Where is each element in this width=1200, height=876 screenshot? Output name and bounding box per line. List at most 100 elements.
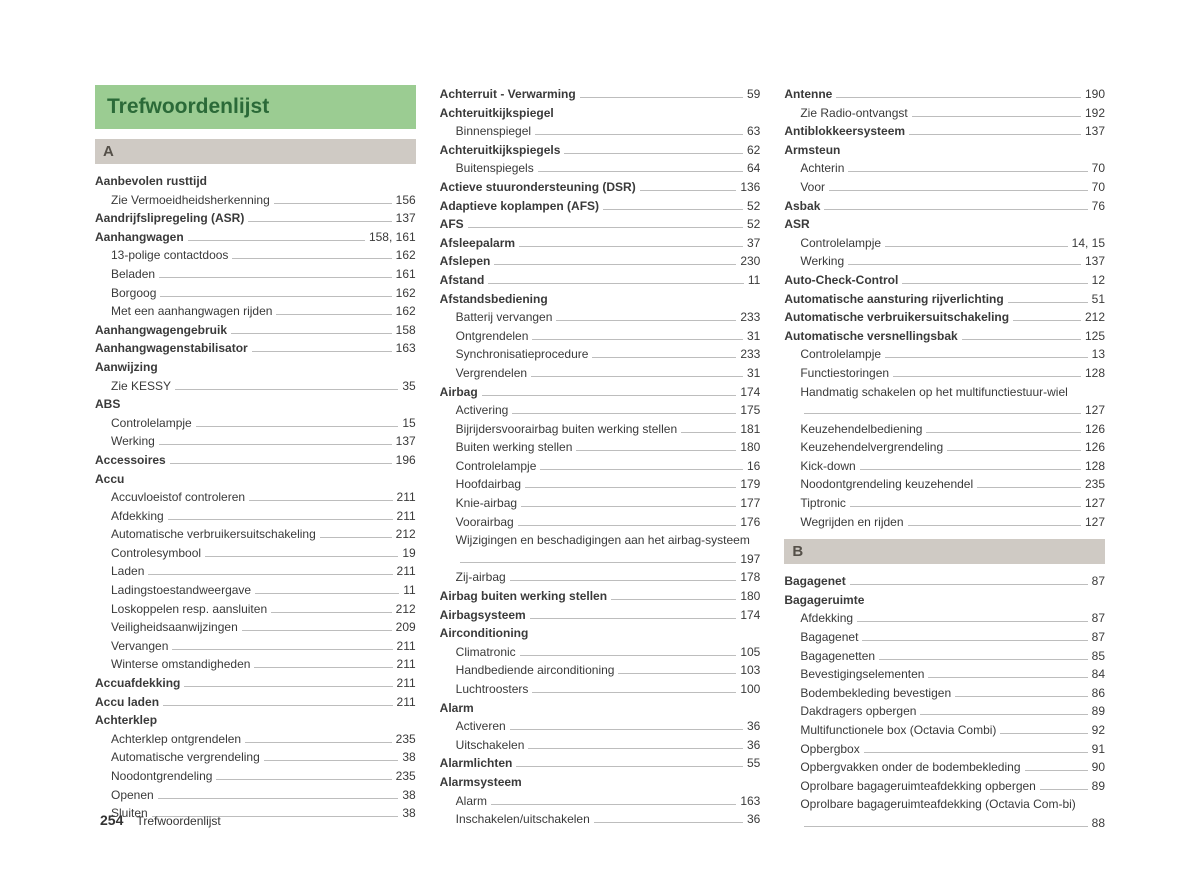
index-entry: Automatische verbruikersuitschakeling212 <box>95 525 416 544</box>
entry-label: Met een aanhangwagen rijden <box>111 302 272 321</box>
index-entry: Synchronisatieprocedure233 <box>440 345 761 364</box>
entry-label: Activeren <box>456 717 506 736</box>
entry-label: Aandrijfslipregeling (ASR) <box>95 209 244 228</box>
index-entry: Vergrendelen31 <box>440 364 761 383</box>
entry-label: Accu <box>95 470 124 489</box>
index-entry: Bagagenet87 <box>784 572 1105 591</box>
column-3: Antenne190Zie Radio-ontvangst192Antiblok… <box>784 85 1105 833</box>
entry-page: 192 <box>1085 104 1105 123</box>
entry-page: 136 <box>740 178 760 197</box>
index-entry: Dakdragers opbergen 89 <box>784 702 1105 721</box>
index-entry: Uitschakelen36 <box>440 736 761 755</box>
entry-label: Buiten werking stellen <box>456 438 573 457</box>
index-entry: Bagagenet87 <box>784 628 1105 647</box>
entry-page: 212 <box>1085 308 1105 327</box>
entry-page: 137 <box>396 209 416 228</box>
index-entry: Antiblokkeersysteem137 <box>784 122 1105 141</box>
entry-page: 88 <box>1092 814 1105 833</box>
entry-page: 89 <box>1092 702 1105 721</box>
entry-page: 87 <box>1092 628 1105 647</box>
entry-page: 100 <box>740 680 760 699</box>
entry-label: Alarm <box>456 792 487 811</box>
entry-label: Achterruit - Verwarming <box>440 85 576 104</box>
entry-page: 11 <box>748 271 760 290</box>
index-entry: Automatische aansturing rijverlichting51 <box>784 290 1105 309</box>
index-entry: Achteruitkijkspiegel <box>440 104 761 123</box>
entry-label: Alarmlichten <box>440 754 513 773</box>
entry-page: 190 <box>1085 85 1105 104</box>
entry-page: 235 <box>396 730 416 749</box>
entry-page: 211 <box>397 674 416 693</box>
index-entry: Controlelampje13 <box>784 345 1105 364</box>
entry-label: Handmatig schakelen op het multifuncties… <box>800 385 1067 399</box>
index-entry: Zij-airbag178 <box>440 568 761 587</box>
entry-label: Actieve stuurondersteuning (DSR) <box>440 178 636 197</box>
index-entry: Wegrijden en rijden127 <box>784 513 1105 532</box>
index-entry: Accu laden211 <box>95 693 416 712</box>
index-entry: Oprolbare bagageruimteafdekking opbergen… <box>784 777 1105 796</box>
index-entry: Functiestoringen128 <box>784 364 1105 383</box>
index-entry: Climatronic105 <box>440 643 761 662</box>
entry-page: 62 <box>747 141 760 160</box>
entry-label: Achterin <box>800 159 844 178</box>
column-1: TrefwoordenlijstAAanbevolen rusttijdZie … <box>95 85 416 833</box>
entry-page: 209 <box>396 618 416 637</box>
entry-page: 52 <box>747 215 760 234</box>
entry-page: 70 <box>1092 159 1105 178</box>
entry-label: Uitschakelen <box>456 736 525 755</box>
index-entry: Kick-down128 <box>784 457 1105 476</box>
index-entry: Knie-airbag177 <box>440 494 761 513</box>
section-letter: B <box>784 539 1105 564</box>
entry-page: 211 <box>397 507 416 526</box>
column-2: Achterruit - Verwarming59Achteruitkijksp… <box>440 85 761 833</box>
index-entry: Automatische verbruikersuitschakeling212 <box>784 308 1105 327</box>
entry-label: Binnenspiegel <box>456 122 531 141</box>
index-entry: Antenne190 <box>784 85 1105 104</box>
index-entry: Handbediende airconditioning103 <box>440 661 761 680</box>
entry-page: 87 <box>1092 572 1105 591</box>
entry-page: 158, 161 <box>369 228 416 247</box>
entry-page: 37 <box>747 234 760 253</box>
entry-page: 38 <box>402 748 415 767</box>
entry-page: 156 <box>396 191 416 210</box>
index-entry: Ontgrendelen31 <box>440 327 761 346</box>
index-entry: Afsleepalarm37 <box>440 234 761 253</box>
index-entry: Zie KESSY35 <box>95 377 416 396</box>
entry-page: 158 <box>396 321 416 340</box>
entry-label: Dakdragers opbergen <box>800 702 916 721</box>
entry-page: 127 <box>1085 494 1105 513</box>
index-entry: Opbergbox91 <box>784 740 1105 759</box>
entry-page: 105 <box>740 643 760 662</box>
footer-text: Trefwoordenlijst <box>136 814 220 828</box>
entry-page: 90 <box>1092 758 1105 777</box>
entry-page: 161 <box>396 265 416 284</box>
index-entry: Afdekking87 <box>784 609 1105 628</box>
entry-label: ABS <box>95 395 120 414</box>
entry-label: Laden <box>111 562 144 581</box>
entry-page: 85 <box>1092 647 1105 666</box>
index-entry: Airbag174 <box>440 383 761 402</box>
entry-page: 31 <box>747 327 760 346</box>
entry-label: Loskoppelen resp. aansluiten <box>111 600 267 619</box>
entry-label: 13-polige contactdoos <box>111 246 228 265</box>
entry-label: Zie Radio-ontvangst <box>800 104 907 123</box>
index-entry: Beladen161 <box>95 265 416 284</box>
entry-label: Activering <box>456 401 509 420</box>
index-entry: Oprolbare bagageruimteafdekking (Octavia… <box>784 795 1105 832</box>
entry-label: Werking <box>800 252 844 271</box>
entry-page: 19 <box>402 544 415 563</box>
index-entry: Veiligheidsaanwijzingen209 <box>95 618 416 637</box>
index-entry: Accuvloeistof controleren211 <box>95 488 416 507</box>
entry-page: 176 <box>740 513 760 532</box>
entry-label: Alarmsysteem <box>440 773 522 792</box>
index-entry: Aanhangwagenstabilisator163 <box>95 339 416 358</box>
entry-page: 12 <box>1092 271 1105 290</box>
index-entry: Alarm163 <box>440 792 761 811</box>
entry-label: Automatische versnellingsbak <box>784 327 957 346</box>
index-entry: Noodontgrendeling235 <box>95 767 416 786</box>
entry-label: Antiblokkeersysteem <box>784 122 905 141</box>
index-entry: Bevestigingselementen84 <box>784 665 1105 684</box>
entry-label: Afstand <box>440 271 485 290</box>
index-entry: Airbag buiten werking stellen180 <box>440 587 761 606</box>
entry-label: Werking <box>111 432 155 451</box>
